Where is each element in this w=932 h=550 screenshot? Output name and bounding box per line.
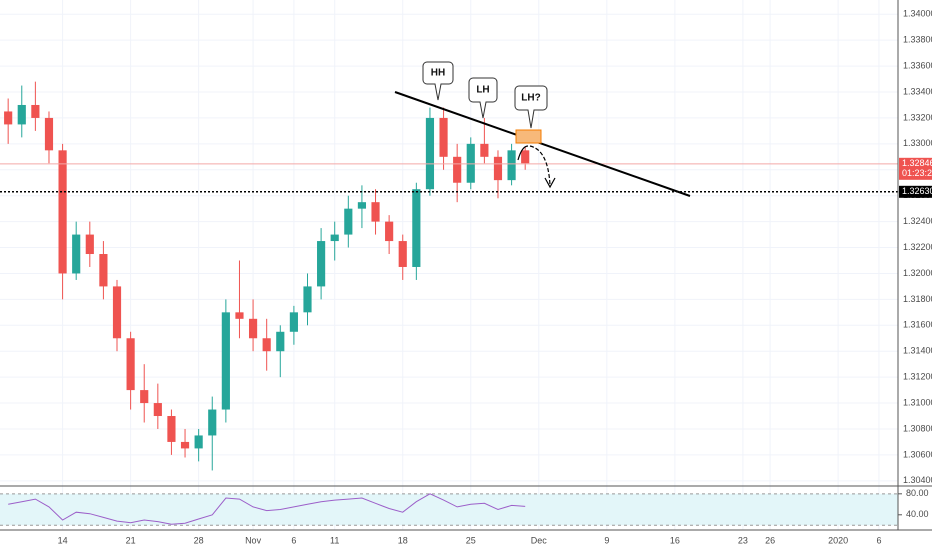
level-label: 1.32630: [902, 186, 932, 196]
rsi-tick-label: 40.00: [906, 509, 929, 519]
x-tick-label: 28: [194, 535, 204, 545]
candle-body: [72, 234, 81, 274]
y-tick-label: 1.33600: [903, 60, 932, 70]
candles: [0, 81, 898, 471]
candle-body: [425, 117, 435, 190]
callout-label: HH: [431, 68, 445, 79]
x-tick-label: 9: [604, 535, 609, 545]
x-tick-label: 21: [126, 535, 136, 545]
candle-body: [140, 390, 149, 404]
y-tick-label: 1.33400: [903, 86, 932, 96]
candle-body: [262, 338, 271, 352]
arrow-down: [529, 145, 551, 186]
candle-body: [344, 208, 353, 235]
y-tick-label: 1.30600: [903, 449, 932, 459]
callout: [468, 77, 498, 119]
last-price-tag: [899, 157, 932, 180]
candle-body: [480, 143, 489, 157]
y-tick-label: 1.30800: [903, 423, 932, 433]
x-tick-label: 26: [765, 535, 775, 545]
candle-body: [385, 221, 394, 242]
level-tag: [899, 185, 932, 198]
y-tick-label: 1.31200: [903, 372, 932, 382]
y-tick-label: 1.31400: [903, 346, 932, 356]
rsi-line: [8, 493, 526, 525]
candle-body: [208, 409, 217, 436]
candle-body: [44, 117, 54, 151]
rsi-band: [0, 493, 898, 526]
y-tick-label: 1.33800: [903, 35, 932, 45]
axes: 1.30400 1.30600 1.30800 1.31000 1.31200 1.314…: [58, 9, 932, 545]
callout-label: LH: [476, 85, 489, 96]
x-tick-label: 2020: [828, 535, 848, 545]
callout: [422, 61, 454, 101]
candle-body: [276, 331, 285, 352]
candle-body: [357, 202, 367, 209]
candle-body: [330, 234, 339, 242]
candle-body: [180, 441, 190, 449]
candle-body: [289, 312, 298, 332]
candle-body: [99, 254, 108, 287]
last-price-label: 1.32846: [902, 158, 932, 168]
arrow-head: [544, 177, 556, 189]
candle-body: [398, 241, 407, 267]
candle-body: [126, 338, 135, 391]
grid: [0, 0, 898, 530]
x-tick-label: 25: [466, 535, 476, 545]
x-tick-label: 6: [876, 535, 881, 545]
candle-body: [221, 312, 230, 410]
x-tick-label: Nov: [245, 535, 262, 545]
x-tick-label: 23: [738, 535, 748, 545]
candle-body: [248, 318, 258, 339]
candle-body: [167, 416, 176, 442]
candle-body: [317, 241, 326, 287]
candle-body: [194, 435, 203, 449]
callout-label: LH?: [521, 93, 540, 104]
arrow-up: [517, 145, 529, 161]
y-tick-label: 1.34000: [903, 9, 932, 19]
x-tick-label: Dec: [531, 535, 548, 545]
candle-body: [58, 150, 67, 274]
candle-body: [412, 189, 421, 267]
x-tick-label: 18: [398, 535, 408, 545]
candle-body: [371, 202, 380, 222]
candle-body: [466, 143, 475, 183]
candle-body: [439, 117, 448, 157]
x-tick-label: 6: [291, 535, 296, 545]
candle-body: [153, 403, 162, 417]
y-tick-label: 1.31000: [903, 397, 932, 407]
zone-box: [515, 129, 542, 144]
y-tick-label: 1.32200: [903, 242, 932, 252]
x-tick-label: 16: [670, 535, 680, 545]
candle-body: [4, 111, 13, 125]
rsi-pane: [0, 493, 898, 526]
candle-body: [235, 312, 244, 319]
candle-body: [521, 150, 530, 164]
trendline: [394, 91, 691, 197]
y-tick-label: 1.30400: [903, 475, 932, 485]
candle-body: [507, 150, 516, 181]
candle-body: [493, 156, 503, 181]
candle-body: [453, 156, 462, 183]
rsi-tick-label: 80.00: [906, 488, 929, 498]
candle-body: [85, 234, 94, 255]
candle-body: [303, 286, 312, 313]
y-tick-label: 1.31600: [903, 320, 932, 330]
x-tick-label: 11: [330, 535, 339, 545]
y-tick-label: 1.32000: [903, 268, 932, 278]
candle-body: [112, 286, 122, 339]
countdown: 01:23:29: [902, 168, 932, 178]
y-tick-label: 1.33000: [903, 138, 932, 148]
candle-body: [17, 104, 26, 125]
y-tick-label: 1.33200: [903, 112, 932, 122]
candle-body: [31, 104, 40, 118]
callout: [514, 85, 548, 129]
x-tick-label: 14: [58, 535, 68, 545]
y-tick-label: 1.31800: [903, 294, 932, 304]
y-tick-label: 1.32400: [903, 216, 932, 226]
